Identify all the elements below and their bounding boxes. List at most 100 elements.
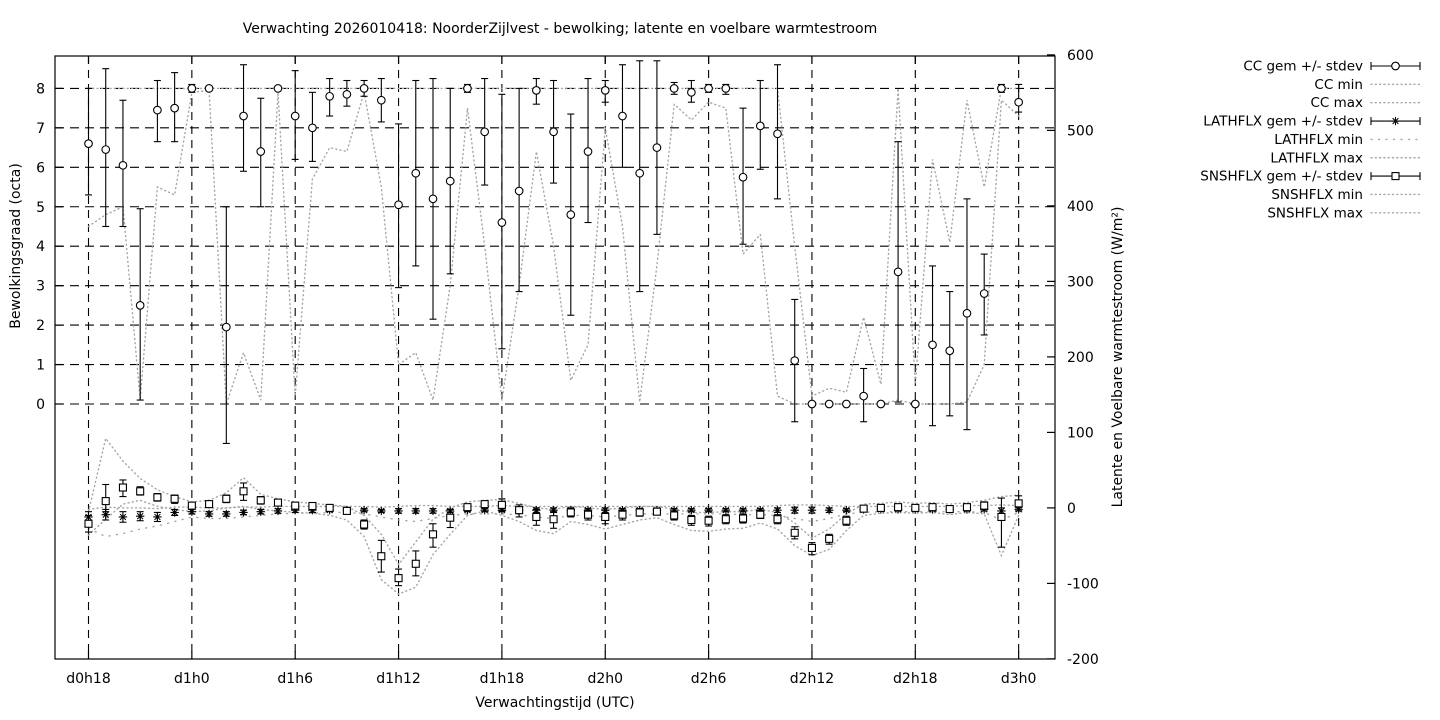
- legend-row-snshflx-max: SNSHFLX max: [1267, 205, 1421, 221]
- asterisk-marker: [359, 505, 369, 515]
- square-marker: [876, 503, 885, 512]
- square-marker: [721, 515, 730, 524]
- square-marker: [894, 503, 903, 512]
- square-marker: [773, 515, 782, 524]
- square-marker: [790, 528, 799, 537]
- circle-marker: [859, 391, 868, 401]
- circle-marker: [221, 322, 231, 332]
- y-right-tick-label: 0: [1067, 501, 1076, 517]
- y-left-tick-label: 2: [36, 318, 45, 334]
- circle-marker: [807, 399, 817, 409]
- square-marker: [704, 516, 713, 525]
- legend-row-cc-gem-stdev: CC gem +/- stdev: [1243, 59, 1421, 75]
- circle-marker: [1014, 97, 1024, 107]
- square-marker: [153, 493, 162, 502]
- circle-marker: [273, 84, 283, 93]
- square-marker: [566, 508, 575, 517]
- y-right-tick-label: 300: [1067, 274, 1094, 290]
- circle-marker: [549, 127, 558, 137]
- asterisk-marker: [756, 505, 765, 515]
- square-marker: [394, 574, 403, 583]
- asterisk-marker: [273, 506, 283, 516]
- legend-label: SNSHFLX gem +/- stdev: [1200, 169, 1363, 185]
- square-marker: [928, 503, 937, 512]
- asterisk-marker: [411, 506, 420, 516]
- square-marker: [101, 497, 110, 506]
- circle-marker: [824, 399, 834, 409]
- circle-marker: [773, 129, 782, 139]
- circle-marker: [153, 105, 162, 115]
- asterisk-marker: [118, 512, 128, 522]
- circle-marker: [618, 111, 627, 121]
- square-marker: [325, 503, 334, 512]
- x-tick-label: d2h12: [790, 671, 834, 687]
- circle-marker: [566, 210, 576, 219]
- square-marker: [291, 501, 300, 510]
- circle-marker: [721, 84, 731, 93]
- square-marker: [980, 501, 989, 510]
- circle-marker: [445, 176, 455, 186]
- series-cc-gem-stdev: [84, 60, 1024, 445]
- x-tick-label: d3h0: [1001, 671, 1037, 687]
- circle-marker: [376, 95, 386, 105]
- asterisk-marker: [256, 507, 265, 516]
- asterisk-marker: [222, 509, 231, 519]
- y-right-tick-label: -200: [1067, 652, 1099, 668]
- asterisk-marker: [773, 505, 782, 515]
- square-marker: [239, 487, 248, 496]
- y-right-tick-label: 100: [1067, 425, 1094, 441]
- circle-marker: [308, 123, 317, 133]
- y-left-tick-label: 0: [36, 397, 45, 413]
- y-left-tick-label: 5: [36, 200, 45, 216]
- square-marker: [635, 508, 644, 517]
- data-series: [84, 60, 1024, 587]
- circle-marker: [962, 308, 972, 318]
- legend-row-snshflx-gem-stdev: SNSHFLX gem +/- stdev: [1200, 169, 1421, 185]
- asterisk-marker: [394, 506, 403, 516]
- circle-marker: [979, 289, 989, 298]
- square-marker: [687, 515, 696, 525]
- square-marker: [205, 500, 214, 509]
- circle-marker: [84, 139, 93, 148]
- x-tick-label: d2h0: [587, 671, 623, 687]
- square-marker: [945, 504, 954, 514]
- asterisk-marker: [807, 505, 817, 515]
- curve-snshflx-min: [87, 499, 1020, 595]
- legend-label: CC min: [1314, 77, 1363, 93]
- asterisk-marker: [153, 512, 162, 522]
- asterisk-marker: [291, 505, 300, 515]
- legend-row-snshflx-min: SNSHFLX min: [1271, 187, 1421, 203]
- y-left-tick-label: 6: [36, 160, 45, 176]
- circle-marker: [135, 301, 145, 310]
- circle-marker: [928, 340, 937, 350]
- circle-marker: [738, 172, 748, 182]
- square-marker: [497, 500, 506, 509]
- square-marker: [532, 512, 541, 522]
- square-marker: [308, 501, 317, 511]
- circle-marker: [531, 86, 541, 95]
- circle-marker: [842, 399, 851, 409]
- circle-marker: [463, 84, 472, 93]
- legend-label: SNSHFLX max: [1267, 205, 1363, 221]
- asterisk-marker: [842, 505, 851, 515]
- square-marker: [515, 506, 524, 515]
- asterisk-marker: [738, 505, 748, 515]
- x-axis-label: Verwachtingstijd (UTC): [475, 695, 634, 711]
- square-marker: [411, 559, 420, 568]
- asterisk-marker: [101, 510, 110, 519]
- square-marker: [377, 552, 386, 561]
- gridlines: [55, 56, 1055, 659]
- circle-marker: [342, 89, 352, 99]
- legend-row-lathflx-min: LATHFLX min: [1274, 132, 1421, 148]
- asterisk-marker: [480, 505, 489, 515]
- circle-marker: [325, 91, 335, 101]
- legend: CC gem +/- stdev CC min CC max LATHFLX gem …: [1200, 59, 1421, 221]
- square-marker: [360, 520, 369, 529]
- square-marker: [273, 498, 283, 507]
- plot-border: [54, 55, 1056, 660]
- asterisk-marker: [135, 512, 145, 521]
- x-tick-label: d1h6: [277, 671, 313, 687]
- circle-marker: [1391, 61, 1400, 71]
